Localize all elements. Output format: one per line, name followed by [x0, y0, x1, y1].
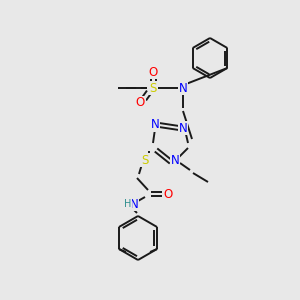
Text: S: S [149, 82, 157, 94]
Text: O: O [164, 188, 172, 200]
Text: O: O [135, 97, 145, 110]
Text: N: N [178, 122, 188, 134]
Text: N: N [130, 197, 138, 211]
Text: S: S [141, 154, 149, 166]
Text: N: N [151, 118, 159, 131]
Text: N: N [171, 154, 179, 166]
Text: N: N [178, 82, 188, 94]
Text: H: H [124, 199, 132, 209]
Text: O: O [148, 65, 158, 79]
